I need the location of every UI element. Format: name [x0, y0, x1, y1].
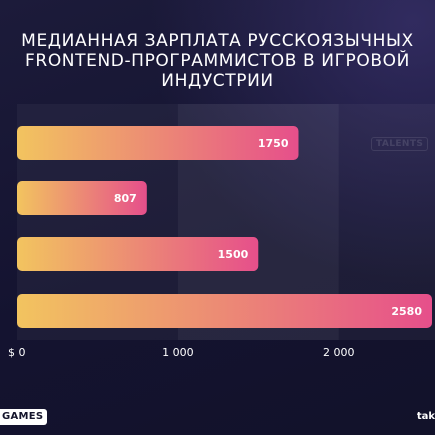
chart-bars: 1750 807 1500 2580 — [17, 126, 432, 328]
x-axis: $ 0 1 000 2 000 — [8, 346, 354, 359]
bar-4 — [17, 294, 432, 328]
talents-watermark: TALENTS — [371, 137, 429, 151]
bar-1 — [17, 126, 299, 160]
x-tick-label-1: 1 000 — [162, 346, 194, 359]
bar-value-label-1: 1750 — [258, 137, 289, 150]
bar-value-label-2: 807 — [114, 192, 137, 205]
bar-value-label-4: 2580 — [391, 305, 422, 318]
x-tick-label-2: 2 000 — [323, 346, 355, 359]
chart-title-line-1: МЕДИАННАЯ ЗАРПЛАТА РУССКОЯЗЫЧНЫХ — [21, 31, 414, 51]
chart-title-line-3: ИНДУСТРИИ — [161, 71, 274, 91]
bar-3 — [17, 237, 259, 271]
bar-value-label-3: 1500 — [218, 248, 249, 261]
bar-2 — [17, 181, 147, 215]
brand-label: tak — [416, 411, 435, 422]
x-tick-label-0: $ 0 — [8, 346, 26, 359]
chart-title-line-2: FRONTEND-ПРОГРАММИСТОВ В ИГРОВОЙ — [25, 51, 410, 71]
chart-title: МЕДИАННАЯ ЗАРПЛАТА РУССКОЯЗЫЧНЫХ FRONTEN… — [0, 31, 435, 91]
games-logo-label: GAMES — [0, 409, 48, 425]
